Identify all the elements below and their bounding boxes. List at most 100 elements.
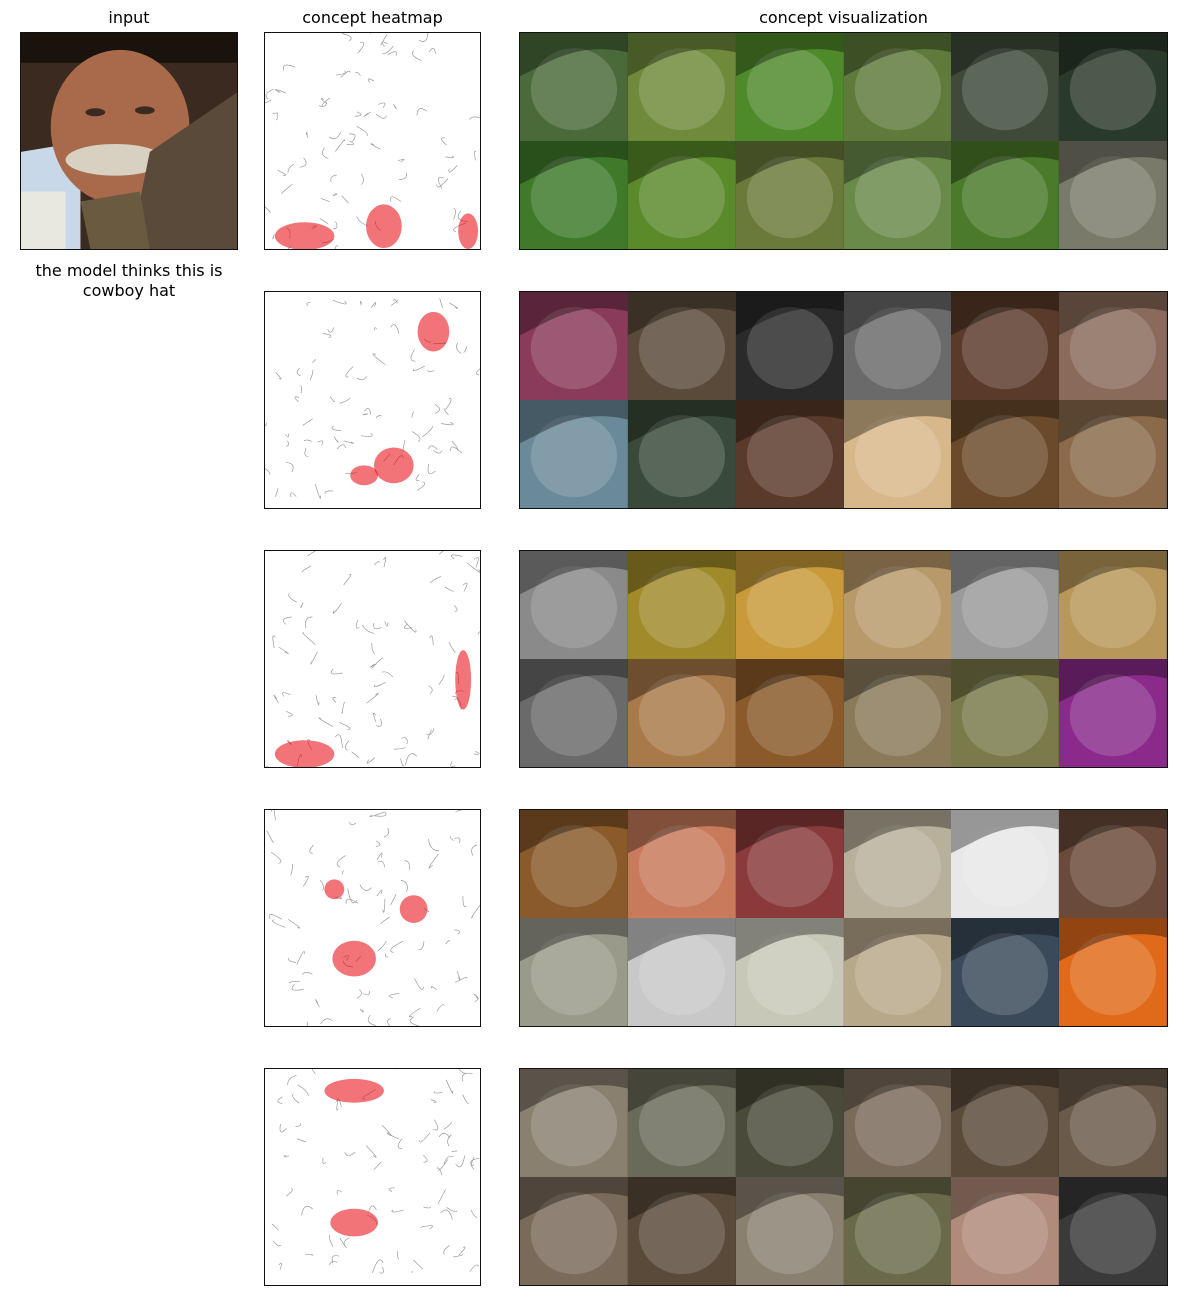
elephant-icon [1059,1069,1167,1177]
rope-icon [735,810,844,918]
concept-example-tile [735,1177,844,1285]
concept-example-tile [627,1177,736,1285]
concept-example-tile [951,400,1060,508]
concept-example-tile [520,918,628,1026]
concept-example-tile [951,918,1060,1026]
elephant-icon [520,1177,628,1285]
input-image [20,32,238,250]
concept-example-tile [520,33,628,141]
concept-example-tile [520,400,628,508]
face-icon [843,292,952,400]
hat-woman-icon [951,1177,1060,1285]
face-icon [520,292,628,400]
straw-icon [627,659,736,767]
concept-example-tile [843,659,952,767]
concept-example-tile [951,659,1060,767]
knot-icon [1059,810,1167,918]
broom-icon [843,551,952,659]
concept-example-tile [951,551,1060,659]
concept-example-tile [951,292,1060,400]
concept-visualization-grid [519,32,1168,250]
concept-example-tile [735,1069,844,1177]
concept-heatmap [264,809,481,1027]
concept-visualization-grid [519,550,1168,768]
concept-example-tile [735,400,844,508]
heatmap-hotspot [324,879,345,900]
visualization-column-header: concept visualization [759,8,928,27]
concept-example-tile [951,1069,1060,1177]
rope-icon [951,918,1060,1026]
concept-example-tile [1059,659,1167,767]
butterfly-icon [735,141,844,249]
elephant-icon [627,1177,736,1285]
elephant-icon [843,1069,952,1177]
concept-example-tile [520,810,628,918]
concept-example-tile [951,1177,1060,1285]
concept-example-tile [627,141,736,249]
rope-icon [843,918,952,1026]
face-icon [735,292,844,400]
hay-field-icon [735,659,844,767]
bolo-tie-icon [843,810,952,918]
heatmap-hotspot [417,311,450,352]
concept-example-tile [843,141,952,249]
concept-example-tile [735,33,844,141]
straw-icon [951,551,1060,659]
concept-example-tile [843,1069,952,1177]
concept-example-tile [627,33,736,141]
concept-example-tile [1059,1069,1167,1177]
buffalo-icon [1059,1177,1167,1285]
concept-heatmap [264,32,481,250]
straw-icon [520,659,628,767]
input-column-header: input [108,8,150,27]
concept-example-tile [627,918,736,1026]
butterfly-icon [627,141,736,249]
doll-face-icon [843,400,952,508]
concept-example-tile [627,1069,736,1177]
yarn-icon [627,810,736,918]
broom-icon [1059,551,1167,659]
butterfly-icon [520,33,628,141]
bolo-tie-icon [520,918,628,1026]
straw-icon [627,551,736,659]
knot-icon [1059,918,1167,1026]
butterfly-icon [951,141,1060,249]
heatmap-hotspot [350,465,378,486]
concept-example-tile [843,551,952,659]
butterfly-icon [951,33,1060,141]
concept-example-tile [843,33,952,141]
broom-icon [951,659,1060,767]
elephant-icon [627,1069,736,1177]
heatmap-overlay [265,298,480,499]
butterfly-icon [1059,141,1167,249]
heatmap-hotspot [274,222,335,249]
concept-example-tile [735,551,844,659]
concept-visualization-grid [519,291,1168,509]
concept-example-tile [627,400,736,508]
concept-example-tile [951,33,1060,141]
straw-icon [520,551,628,659]
elephant-icon [951,1069,1060,1177]
concept-example-tile [843,1177,952,1285]
face-icon [627,292,736,400]
bolo-tie-icon [951,810,1060,918]
concept-example-tile [1059,33,1167,141]
concept-example-tile [735,918,844,1026]
concept-example-tile [627,551,736,659]
concept-example-tile [520,1177,628,1285]
elephant-icon [520,1069,628,1177]
concept-example-tile [1059,551,1167,659]
knot-icon [627,918,736,1026]
face-icon [735,400,844,508]
concept-example-tile [951,810,1060,918]
heatmap-column-header: concept heatmap [302,8,443,27]
concept-example-tile [1059,400,1167,508]
concept-example-tile [520,659,628,767]
concept-example-tile [951,141,1060,249]
hair-icon [951,292,1060,400]
hay-bale-icon [843,659,952,767]
heatmap-hotspot [366,204,402,249]
buffalo-icon [735,1069,844,1177]
heatmap-hotspot [332,940,376,977]
concept-example-tile [627,292,736,400]
